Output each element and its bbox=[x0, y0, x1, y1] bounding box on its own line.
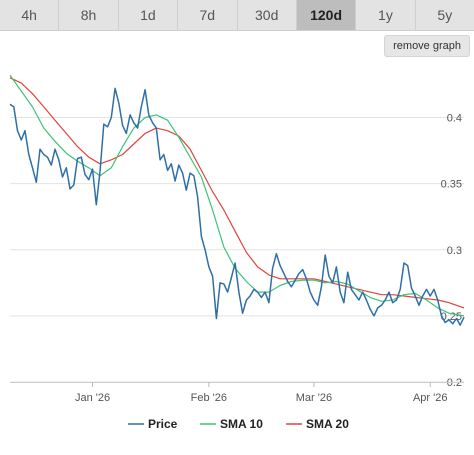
tab-8h[interactable]: 8h bbox=[59, 0, 119, 30]
legend-label: SMA 20 bbox=[306, 417, 349, 431]
tab-4h[interactable]: 4h bbox=[0, 0, 60, 30]
y-tick-label: 0.4 bbox=[447, 113, 462, 125]
tab-1y[interactable]: 1y bbox=[356, 0, 416, 30]
tab-7d[interactable]: 7d bbox=[178, 0, 238, 30]
y-tick-label: 0.3 bbox=[447, 245, 462, 257]
legend-label: Price bbox=[148, 417, 178, 431]
series-line-sma-20 bbox=[9, 77, 465, 309]
legend-label: SMA 10 bbox=[220, 417, 263, 431]
tab-5y[interactable]: 5y bbox=[437, 7, 453, 23]
tab-1d[interactable]: 1d bbox=[119, 0, 179, 30]
x-tick-label: Apr '26 bbox=[413, 392, 448, 404]
remove-graph-button[interactable]: remove graph bbox=[384, 35, 470, 57]
time-range-tabs: 4h 8h 1d 7d 30d 120d 1y 5y bbox=[0, 0, 474, 31]
x-tick-label: Jan '26 bbox=[75, 392, 110, 404]
x-tick-label: Feb '26 bbox=[191, 392, 227, 404]
series-line-price bbox=[9, 87, 465, 326]
y-tick-label: 0.35 bbox=[441, 179, 462, 191]
x-tick-label: Mar '26 bbox=[296, 392, 332, 404]
tab-120d[interactable]: 120d bbox=[296, 0, 357, 30]
tab-30d[interactable]: 30d bbox=[238, 0, 297, 30]
